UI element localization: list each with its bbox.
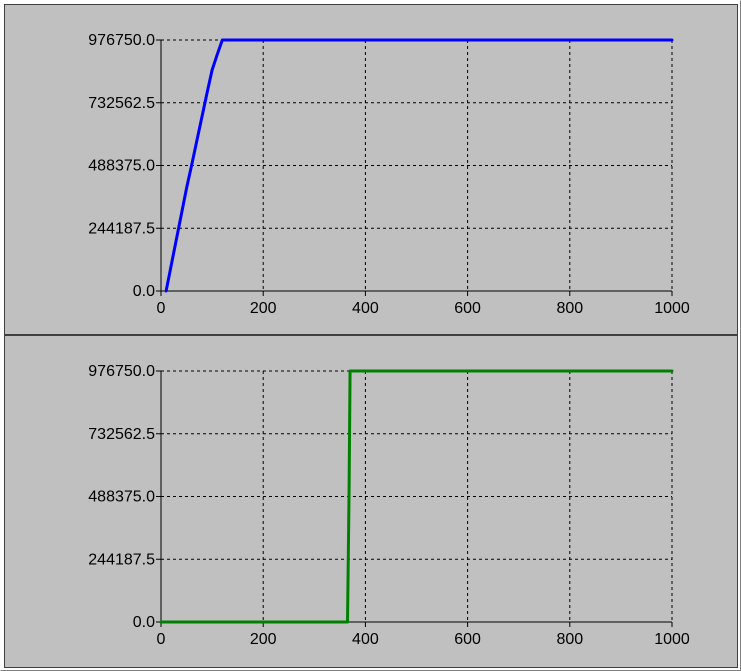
y-tick-label: 488375.0 [88,489,155,506]
x-tick-label: 0 [157,300,166,317]
x-tick-label: 0 [157,631,166,648]
y-tick-label: 976750.0 [88,32,155,49]
bottom-chart: 0 200 400 600 800 1000 0.0 244187.5 488375.0 7325… [88,363,690,648]
x-tick-label: 800 [556,300,583,317]
y-tick-label: 976750.0 [88,363,155,380]
y-tick-label: 488375.0 [88,158,155,175]
x-tick-label: 600 [454,631,481,648]
y-tick-label: 0.0 [133,614,155,631]
x-tick-label: 400 [352,631,379,648]
y-tick-label: 244187.5 [88,220,155,237]
x-tick-label: 600 [454,300,481,317]
y-tick-label: 732562.5 [88,95,155,112]
x-tick-label: 200 [250,631,277,648]
y-tick-label: 732562.5 [88,426,155,443]
x-tick-label: 400 [352,300,379,317]
x-tick-label: 1000 [654,300,690,317]
bottom-chart-panel: 0 200 400 600 800 1000 0.0 244187.5 488375.0 7325… [4,335,738,668]
y-tick-label: 244187.5 [88,551,155,568]
top-chart-panel: 0 200 400 600 800 1000 0.0 244187.5 488375.0 7325… [4,4,738,335]
top-chart: 0 200 400 600 800 1000 0.0 244187.5 488375.0 7325… [88,32,690,317]
x-tick-label: 1000 [654,631,690,648]
series-line [159,369,674,624]
x-tick-label: 800 [556,631,583,648]
x-tick-label: 200 [250,300,277,317]
y-tick-label: 0.0 [133,283,155,300]
